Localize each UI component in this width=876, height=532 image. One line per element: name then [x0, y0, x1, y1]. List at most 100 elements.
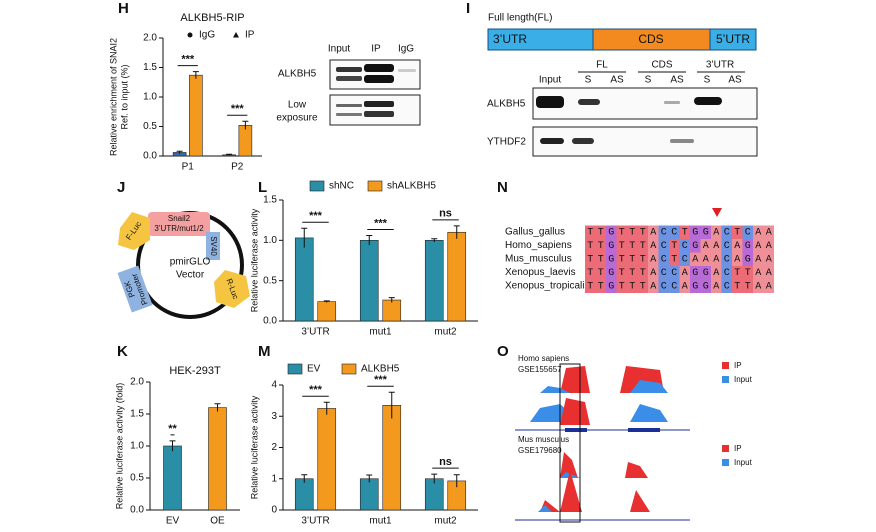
- legend-label: IP: [245, 30, 255, 41]
- y-tick-label: 1.0: [130, 441, 144, 452]
- construct-title: Full length(FL): [488, 13, 552, 24]
- base-cell: [763, 279, 774, 293]
- base-cell: [753, 239, 764, 253]
- base-cell: [742, 266, 753, 280]
- base-cell: [690, 239, 701, 253]
- lane-label: IP: [371, 44, 381, 55]
- base-cell: [585, 252, 596, 266]
- base-cell: [721, 239, 732, 253]
- base-cell: [690, 252, 701, 266]
- error-bar: [431, 473, 438, 484]
- error-bar: [242, 120, 249, 130]
- error-bar: [388, 391, 395, 419]
- legend-label: ALKBH5: [361, 364, 400, 375]
- base-cell: [658, 239, 669, 253]
- significance-label: ***: [231, 103, 245, 115]
- base-cell: [742, 225, 753, 239]
- strand-label: S: [704, 75, 711, 86]
- base-cell: [669, 225, 680, 239]
- base-cell: [679, 279, 690, 293]
- base-cell: [711, 266, 722, 280]
- base-cell: [690, 279, 701, 293]
- base-cell: [585, 279, 596, 293]
- base-cell: [721, 225, 732, 239]
- segment-label: CDS: [638, 32, 663, 46]
- base-cell: [606, 225, 617, 239]
- base-cell: [690, 266, 701, 280]
- x-tick-label: OE: [210, 516, 225, 527]
- error-bar: [366, 234, 373, 246]
- y-axis-label: Relative luciferase activity: [249, 208, 259, 312]
- base-cell: [721, 266, 732, 280]
- y-tick-label: 0.0: [143, 151, 157, 162]
- vector-label: pmirGLO: [170, 257, 211, 268]
- base-cell: [669, 239, 680, 253]
- group-label: 3’UTR: [706, 60, 734, 71]
- base-cell: [711, 239, 722, 253]
- blot: [532, 126, 758, 157]
- base-cell: [700, 266, 711, 280]
- base-cell: [637, 252, 648, 266]
- y-axis-label: Relative luciferase activity (fold): [114, 383, 124, 510]
- error-bar: [214, 403, 221, 412]
- panel-letter: H: [118, 0, 129, 17]
- base-cell: [742, 252, 753, 266]
- significance-label: ns: [439, 456, 452, 468]
- y-axis-label: Ref. to input (%): [119, 64, 129, 129]
- base-cell: [669, 252, 680, 266]
- row-label: YTHDF2: [487, 137, 526, 148]
- species-label: Gallus_gallus: [505, 227, 565, 238]
- base-cell: [763, 252, 774, 266]
- base-cell: [669, 279, 680, 293]
- base-cell: [700, 225, 711, 239]
- error-bar: [301, 474, 308, 483]
- y-tick-label: 0.5: [143, 121, 157, 132]
- base-cell: [595, 279, 606, 293]
- bar: [238, 125, 253, 157]
- tracks: Homo sapiens GSE155657 Mus musculus GSE1…: [515, 354, 753, 523]
- base-cell: [753, 252, 764, 266]
- base-cell: [606, 266, 617, 280]
- x-tick-label: mut1: [369, 516, 392, 527]
- legend-label: shALKBH5: [387, 181, 436, 192]
- base-cell: [679, 225, 690, 239]
- error-bar: [453, 474, 460, 488]
- error-bar: [301, 227, 308, 248]
- legend-label: Input: [734, 375, 753, 384]
- base-cell: [627, 279, 638, 293]
- row-label: ALKBH5: [487, 99, 526, 110]
- base-cell: [732, 279, 743, 293]
- base-cell: [595, 252, 606, 266]
- bar: [424, 240, 444, 322]
- panel-letter: M: [258, 343, 271, 360]
- bar: [382, 405, 402, 511]
- base-cell: [763, 225, 774, 239]
- x-tick-label: mut2: [434, 516, 457, 527]
- base-cell: [595, 239, 606, 253]
- panel-letter: N: [497, 179, 508, 196]
- base-cell: [606, 239, 617, 253]
- legend-label: IP: [734, 444, 742, 453]
- blot: [329, 94, 421, 126]
- error-bar: [323, 401, 330, 415]
- base-cell: [732, 225, 743, 239]
- base-cell: [637, 266, 648, 280]
- base-cell: [700, 239, 711, 253]
- legend-label: IgG: [199, 30, 215, 41]
- y-tick-label: 4: [271, 380, 277, 391]
- y-tick-label: 1.5: [130, 409, 144, 420]
- legend-swatch: [341, 363, 357, 375]
- base-cell: [669, 266, 680, 280]
- base-cell: [648, 279, 659, 293]
- bar: [189, 74, 203, 157]
- lane-label: IgG: [398, 44, 414, 55]
- legend-marker: [187, 32, 193, 38]
- sequence: TTGTTTACTCAAACAGAA: [587, 255, 776, 266]
- sequence: TTGTTTACCTGGACTCAA: [587, 228, 776, 239]
- bar: [294, 478, 314, 511]
- base-cell: [595, 266, 606, 280]
- error-bar: [431, 238, 438, 242]
- species-label: Homo_sapiens: [505, 240, 572, 251]
- bar: [382, 299, 402, 322]
- legend-label: EV: [307, 364, 321, 375]
